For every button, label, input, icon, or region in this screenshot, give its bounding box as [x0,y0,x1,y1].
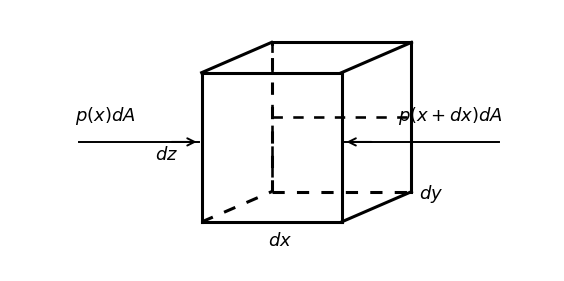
Text: $dx$: $dx$ [268,232,292,250]
Text: $dy$: $dy$ [419,183,443,205]
Text: $dz$: $dz$ [155,146,178,164]
Text: p$(x + dx)dA$: p$(x + dx)dA$ [398,105,503,127]
Text: p$(x)dA$: p$(x)dA$ [75,105,135,127]
